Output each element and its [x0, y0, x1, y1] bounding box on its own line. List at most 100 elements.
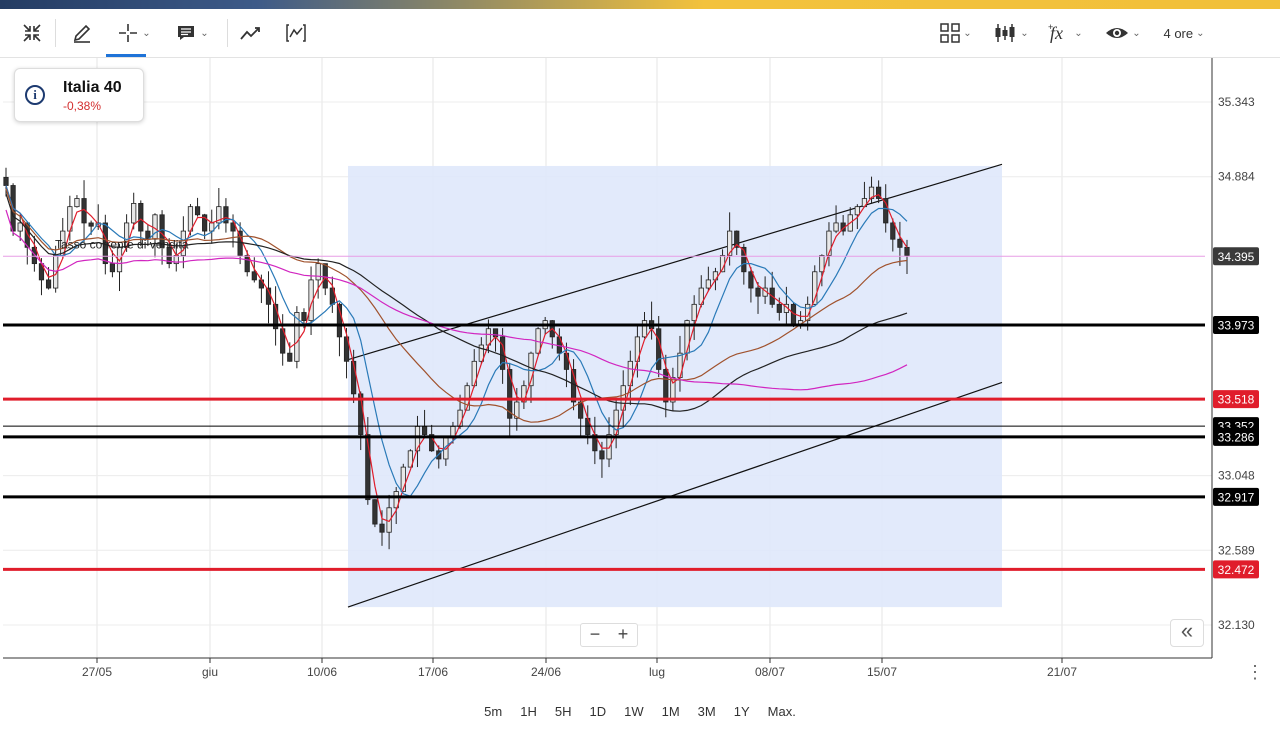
trend-icon[interactable]	[237, 19, 265, 47]
period-1m[interactable]: 1M	[661, 704, 680, 719]
level-price-label: 32.472	[1218, 563, 1255, 577]
pencil-icon[interactable]	[68, 19, 96, 47]
candle-body	[336, 303, 343, 338]
candle-body	[755, 287, 761, 297]
x-tick-label: 17/06	[418, 665, 448, 679]
zoom-out-button[interactable]: −	[589, 624, 601, 644]
y-tick-label: 35.343	[1218, 95, 1255, 109]
interval-selector[interactable]: 4 ore ⌄	[1158, 19, 1210, 47]
period-5h[interactable]: 5H	[554, 704, 572, 719]
info-icon: i	[25, 85, 45, 105]
svg-text:fx: fx	[1050, 23, 1063, 43]
candle-body	[24, 222, 30, 248]
candle-body	[400, 466, 406, 492]
period-1y[interactable]: 1Y	[733, 704, 750, 719]
period-5m[interactable]: 5m	[484, 704, 503, 719]
level-price-label: 32.917	[1218, 490, 1255, 504]
candle-body	[854, 206, 860, 216]
level-price-label: 33.973	[1218, 319, 1255, 333]
moving-average-line	[5, 193, 908, 412]
candle-body	[294, 312, 300, 362]
chevron-down-icon[interactable]: ⌄	[1196, 27, 1205, 39]
indicator-window-icon[interactable]	[282, 19, 310, 47]
candle-body	[833, 222, 839, 232]
x-tick-label: 24/06	[531, 665, 561, 679]
level-price-tag	[1213, 427, 1259, 446]
collapse-panel-button[interactable]: «	[1170, 619, 1204, 647]
function-control[interactable]: fx + ⌄	[1042, 19, 1088, 47]
period-selector: 5m 1H 5H 1D 1W 1M 3M 1Y Max.	[0, 700, 1280, 724]
candle-body	[478, 344, 484, 362]
chevron-down-icon[interactable]: ⌄	[1020, 27, 1029, 39]
function-icon: fx+	[1048, 22, 1063, 43]
candle-body	[272, 303, 279, 330]
chevron-down-icon[interactable]: ⌄	[1132, 27, 1141, 39]
candle-body	[578, 401, 584, 419]
top-brand-stripe	[0, 0, 1280, 9]
x-tick-label: giu	[202, 665, 218, 679]
layout-grid-control[interactable]: ⌄	[936, 19, 976, 47]
comment-tool[interactable]: ⌄	[170, 19, 214, 47]
candles	[3, 167, 910, 550]
crosshair-tool[interactable]: ⌄	[112, 19, 156, 47]
chevron-down-icon[interactable]: ⌄	[963, 27, 972, 39]
current-price-tag	[1213, 247, 1259, 266]
candle-body	[712, 271, 719, 281]
comment-icon	[178, 26, 195, 40]
level-price-label: 33.518	[1218, 393, 1255, 407]
chevron-down-icon[interactable]: ⌄	[1074, 27, 1083, 39]
level-price-tag	[1213, 487, 1259, 506]
candle-body	[514, 401, 520, 419]
period-3m[interactable]: 3M	[697, 704, 716, 719]
candlestick-icon	[995, 24, 1015, 42]
candle-body	[883, 198, 889, 224]
price-chart[interactable]: 33.97333.51833.35233.28632.91732.47234.3…	[0, 58, 1280, 698]
candle-body	[656, 328, 662, 370]
x-tick-label: 27/05	[82, 665, 112, 679]
level-price-label: 33.286	[1218, 430, 1255, 444]
candle-body	[31, 246, 37, 265]
period-max[interactable]: Max.	[767, 704, 796, 719]
layout-grid-icon	[940, 23, 961, 43]
x-tick-label: 08/07	[755, 665, 785, 679]
toolbar-divider	[55, 19, 56, 47]
candle-body	[599, 450, 605, 460]
chevron-down-icon[interactable]: ⌄	[142, 27, 151, 39]
level-price-tag	[1213, 560, 1259, 579]
period-1w[interactable]: 1W	[624, 704, 644, 719]
candle-body	[230, 222, 236, 232]
collapse-arrows-icon[interactable]	[18, 19, 46, 47]
candle-body	[507, 369, 513, 419]
chevron-down-icon[interactable]: ⌄	[200, 27, 209, 39]
instrument-name: Italia 40	[63, 79, 122, 96]
y-tick-label: 34.884	[1218, 170, 1255, 184]
more-options-icon[interactable]: ⋮	[1246, 662, 1264, 682]
candle-body	[734, 230, 740, 248]
candle-body	[492, 328, 499, 338]
period-1h[interactable]: 1H	[520, 704, 537, 719]
current-price-label: 34.395	[1218, 250, 1255, 264]
interval-label: 4 ore	[1163, 25, 1194, 41]
double-chevron-left-icon: «	[1180, 618, 1194, 643]
visibility-control[interactable]: ⌄	[1102, 19, 1144, 47]
crosshair-icon	[119, 24, 138, 42]
candle-body	[74, 198, 80, 208]
period-1d[interactable]: 1D	[589, 704, 607, 719]
instrument-info-box[interactable]: i Italia 40 -0,38%	[14, 68, 144, 122]
candle-body	[429, 434, 435, 452]
chart-toolbar: ⌄ ⌄ ⌄ ⌄ fx + ⌄ ⌄ 4 ore ⌄	[0, 9, 1280, 58]
candle-body	[776, 303, 782, 313]
zoom-in-button[interactable]: +	[617, 624, 629, 644]
x-tick-label: 15/07	[867, 665, 897, 679]
candle-body	[109, 263, 116, 273]
chart-type-control[interactable]: ⌄	[990, 19, 1032, 47]
candle-body	[244, 255, 250, 273]
candle-body	[663, 369, 669, 403]
candle-body	[748, 271, 754, 289]
candle-body	[131, 203, 137, 224]
x-tick-label: lug	[649, 665, 665, 679]
instrument-change: -0,38%	[63, 99, 102, 113]
candle-body	[301, 312, 307, 322]
channel-upper-line[interactable]	[347, 163, 1003, 361]
x-tick-label: 21/07	[1047, 665, 1077, 679]
